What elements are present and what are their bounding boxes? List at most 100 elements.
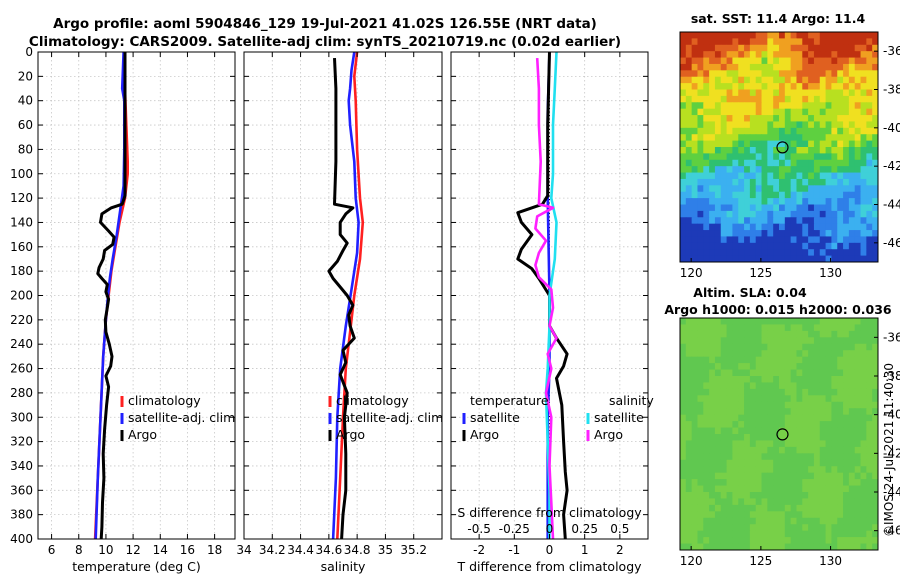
map-y-tick-label: -46 bbox=[883, 524, 900, 538]
map-x-tick-label: 130 bbox=[819, 554, 842, 568]
x-tick-label: 34 bbox=[236, 543, 251, 557]
map-y-tick-label: -40 bbox=[883, 121, 900, 135]
y-tick-label: 20 bbox=[18, 69, 33, 83]
y-tick-label: 60 bbox=[18, 118, 33, 132]
x-tick-label: 35.2 bbox=[400, 543, 427, 557]
x-tick-label: 6 bbox=[48, 543, 56, 557]
imos-watermark: ©IMOS 24-Jul-2021 11:40:30 bbox=[882, 363, 896, 537]
figure-title-line1: Argo profile: aoml 5904846_129 19-Jul-20… bbox=[53, 16, 597, 32]
profile-panel-3: -2 -1 0 1 2 T difference from climatology bbox=[450, 51, 649, 574]
x-tick-label: 35 bbox=[378, 543, 393, 557]
sla-map-title-line1: Altim. SLA: 0.04 bbox=[693, 285, 807, 300]
s-tick-label: -0.25 bbox=[499, 522, 530, 536]
legend-sal-satellite-label: satellite bbox=[594, 410, 644, 425]
x-tick-label: 8 bbox=[75, 543, 83, 557]
argo-location-marker bbox=[776, 141, 789, 154]
argo-location-marker bbox=[776, 428, 789, 441]
x-tick-label: 34.4 bbox=[287, 543, 314, 557]
legend-satellite-clim-label: satellite-adj. clim bbox=[336, 410, 443, 425]
legend-argo-label: Argo bbox=[336, 427, 365, 442]
s-tick-label: 0.25 bbox=[571, 522, 598, 536]
map-y-tick-label: -38 bbox=[883, 369, 900, 383]
y-tick-label: 340 bbox=[10, 459, 33, 473]
series-line-argo bbox=[96, 52, 127, 539]
map-x-tick-label: 125 bbox=[749, 266, 772, 280]
legend-climatology-label: climatology bbox=[128, 393, 201, 408]
map-y-tick-label: -44 bbox=[883, 485, 900, 499]
sla-map: 120 125 130 -36 -38 -40 -42 -44 -46 Altim. SLA: 0… bbox=[664, 285, 900, 568]
s-tick-label: 0.5 bbox=[610, 522, 629, 536]
legend-salinity-header: salinity bbox=[609, 393, 654, 408]
legend-temp-satellite-label: satellite bbox=[470, 410, 520, 425]
series-line-satellite-adj-clim bbox=[331, 52, 360, 539]
map-y-tick-label: -38 bbox=[883, 83, 900, 97]
sla-map-title-line2: Argo h1000: 0.015 h2000: 0.036 bbox=[664, 302, 892, 317]
y-tick-label: 280 bbox=[10, 386, 33, 400]
y-tick-label: 80 bbox=[18, 142, 33, 156]
s-tick-label: -0.5 bbox=[467, 522, 490, 536]
legend-panel-2: climatology satellite-adj. clim Argo bbox=[328, 393, 443, 442]
y-tick-label: 360 bbox=[10, 483, 33, 497]
x-tick-label: -1 bbox=[508, 543, 520, 557]
profile-panel-2: 34 34.2 34.4 34.6 34.8 35 35.2 salinity bbox=[236, 51, 443, 574]
x-tick-label: -2 bbox=[473, 543, 485, 557]
x-axis-label: temperature (deg C) bbox=[72, 559, 201, 574]
map-y-tick-label: -46 bbox=[883, 236, 900, 250]
x-tick-label: 0 bbox=[546, 543, 554, 557]
x-axis-label: salinity bbox=[321, 559, 366, 574]
y-tick-label: 40 bbox=[18, 94, 33, 108]
figure-title-line2: Climatology: CARS2009. Satellite-adj cli… bbox=[29, 34, 621, 50]
legend-temperature-header: temperature bbox=[470, 393, 549, 408]
series-line-argo bbox=[327, 58, 356, 539]
legend-climatology-label: climatology bbox=[336, 393, 409, 408]
x-tick-label: 34.6 bbox=[315, 543, 342, 557]
axes-frame bbox=[37, 51, 236, 540]
y-tick-label: 100 bbox=[10, 167, 33, 181]
y-tick-label: 260 bbox=[10, 362, 33, 376]
legend-temp-argo-label: Argo bbox=[470, 427, 499, 442]
x-tick-label: 1 bbox=[581, 543, 589, 557]
y-tick-label: 200 bbox=[10, 289, 33, 303]
y-tick-label: 180 bbox=[10, 264, 33, 278]
x-axis-label: T difference from climatology bbox=[456, 559, 642, 574]
map-y-tick-label: -36 bbox=[883, 44, 900, 58]
y-tick-label: 240 bbox=[10, 337, 33, 351]
heatmap-cells bbox=[680, 32, 879, 263]
legend-panel-3: temperature satellite Argo salinity satellit… bbox=[462, 393, 654, 442]
legend-argo-label: Argo bbox=[128, 427, 157, 442]
series-line-salinity-argo bbox=[534, 58, 558, 539]
heatmap-cells bbox=[680, 318, 879, 551]
profile-panel-1: 6 8 10 12 14 16 18 temperature (deg C) 0 20 40 60 80… bbox=[10, 45, 236, 574]
legend-satellite-clim-label: satellite-adj. clim bbox=[128, 410, 235, 425]
map-x-tick-label: 120 bbox=[680, 554, 703, 568]
map-frame bbox=[679, 317, 879, 551]
s-tick-label: 0 bbox=[546, 522, 554, 536]
y-tick-label: 380 bbox=[10, 508, 33, 522]
y-tick-label: 220 bbox=[10, 313, 33, 327]
salinity-difference-axis: S difference from climatology -0.5 -0.25 0 0… bbox=[457, 505, 642, 536]
x-tick-label: 12 bbox=[125, 543, 140, 557]
map-y-tick-label: -44 bbox=[883, 198, 900, 212]
s-difference-label: S difference from climatology bbox=[457, 505, 642, 520]
x-tick-label: 34.2 bbox=[259, 543, 286, 557]
y-tick-label: 140 bbox=[10, 215, 33, 229]
y-tick-label: 160 bbox=[10, 240, 33, 254]
x-tick-label: 34.8 bbox=[344, 543, 371, 557]
x-tick-label: 10 bbox=[98, 543, 113, 557]
legend-panel-1: climatology satellite-adj. clim Argo bbox=[120, 393, 235, 442]
map-y-tick-label: -42 bbox=[883, 159, 900, 173]
series-line-salinity-satellite bbox=[544, 52, 558, 539]
x-tick-label: 16 bbox=[180, 543, 195, 557]
map-y-tick-label: -36 bbox=[883, 330, 900, 344]
x-tick-label: 18 bbox=[207, 543, 222, 557]
map-frame bbox=[679, 31, 879, 263]
legend-sal-argo-label: Argo bbox=[594, 427, 623, 442]
map-x-tick-label: 130 bbox=[819, 266, 842, 280]
sst-map: 120 125 130 -36 -38 -40 -42 -44 -46 sat. SST: 11.… bbox=[679, 11, 900, 280]
map-x-tick-label: 125 bbox=[749, 554, 772, 568]
map-y-tick-label: -40 bbox=[883, 408, 900, 422]
sst-map-title: sat. SST: 11.4 Argo: 11.4 bbox=[691, 11, 866, 26]
map-x-tick-label: 120 bbox=[680, 266, 703, 280]
y-tick-label: 300 bbox=[10, 410, 33, 424]
